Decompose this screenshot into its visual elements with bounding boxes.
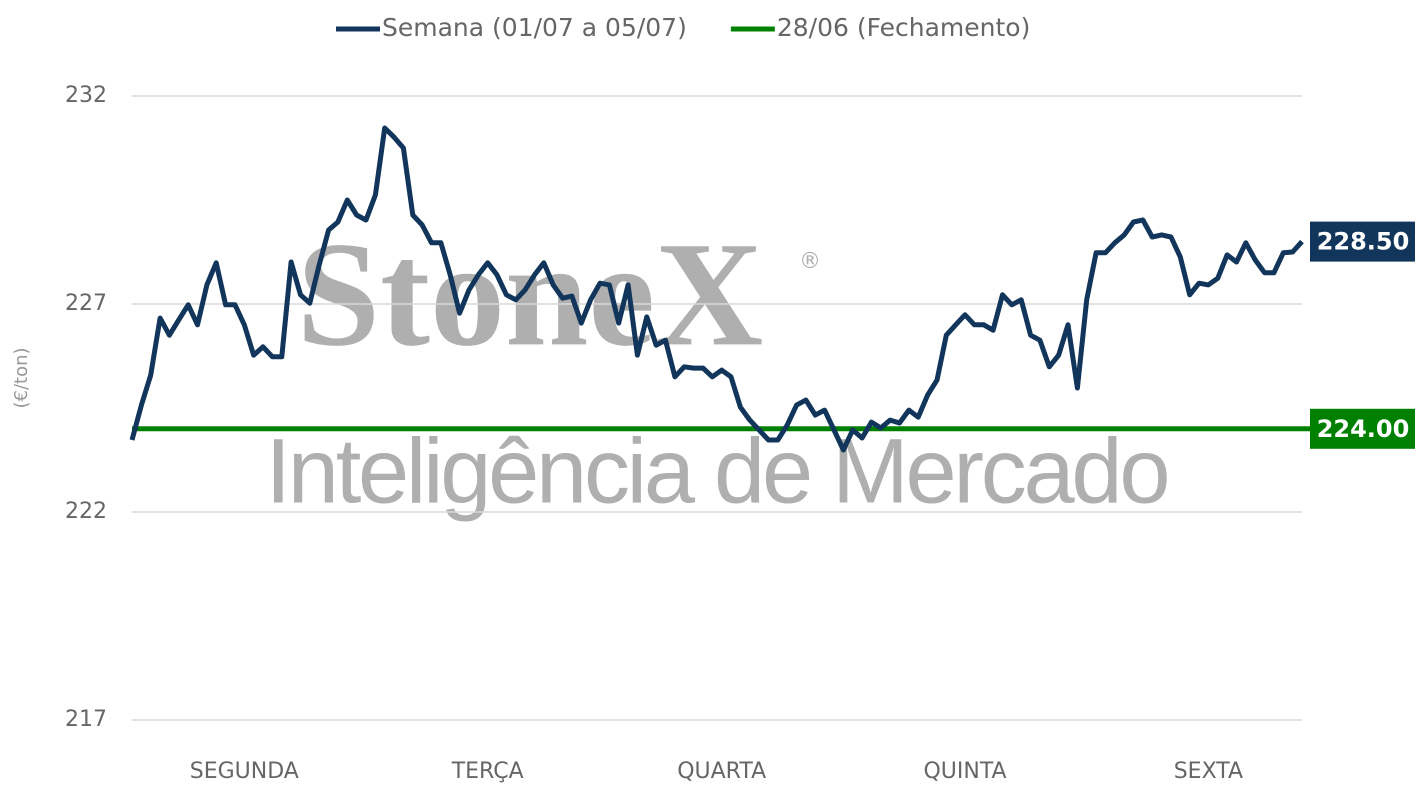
- x-tick-label: SEGUNDA: [190, 759, 299, 784]
- value-label-box: [1310, 221, 1415, 262]
- reference-value-label-box: [1310, 408, 1415, 449]
- legend-label: Semana (01/07 a 05/07): [382, 13, 687, 42]
- x-tick-label: SEXTA: [1174, 759, 1243, 784]
- watermark-brand: StoneX: [297, 211, 764, 377]
- reference-value-label: 224.00: [1317, 415, 1410, 443]
- series-line: [129, 125, 1304, 453]
- x-tick-label: QUINTA: [923, 759, 1006, 784]
- watermark-tagline: Inteligência de Mercado: [266, 420, 1171, 522]
- x-tick-label: TERÇA: [451, 759, 524, 784]
- legend-label: 28/06 (Fechamento): [777, 13, 1030, 42]
- y-axis-label: (€/ton): [11, 347, 32, 408]
- watermark-mark: ®: [799, 249, 821, 274]
- y-tick-label: 232: [65, 83, 107, 108]
- y-tick-label: 227: [65, 291, 107, 316]
- x-tick-label: QUARTA: [677, 759, 766, 784]
- y-tick-label: 222: [65, 499, 107, 524]
- value-label: 228.50: [1317, 228, 1410, 256]
- watermark: StoneX ® Inteligência de Mercado: [266, 211, 1171, 522]
- y-tick-label: 217: [65, 707, 107, 732]
